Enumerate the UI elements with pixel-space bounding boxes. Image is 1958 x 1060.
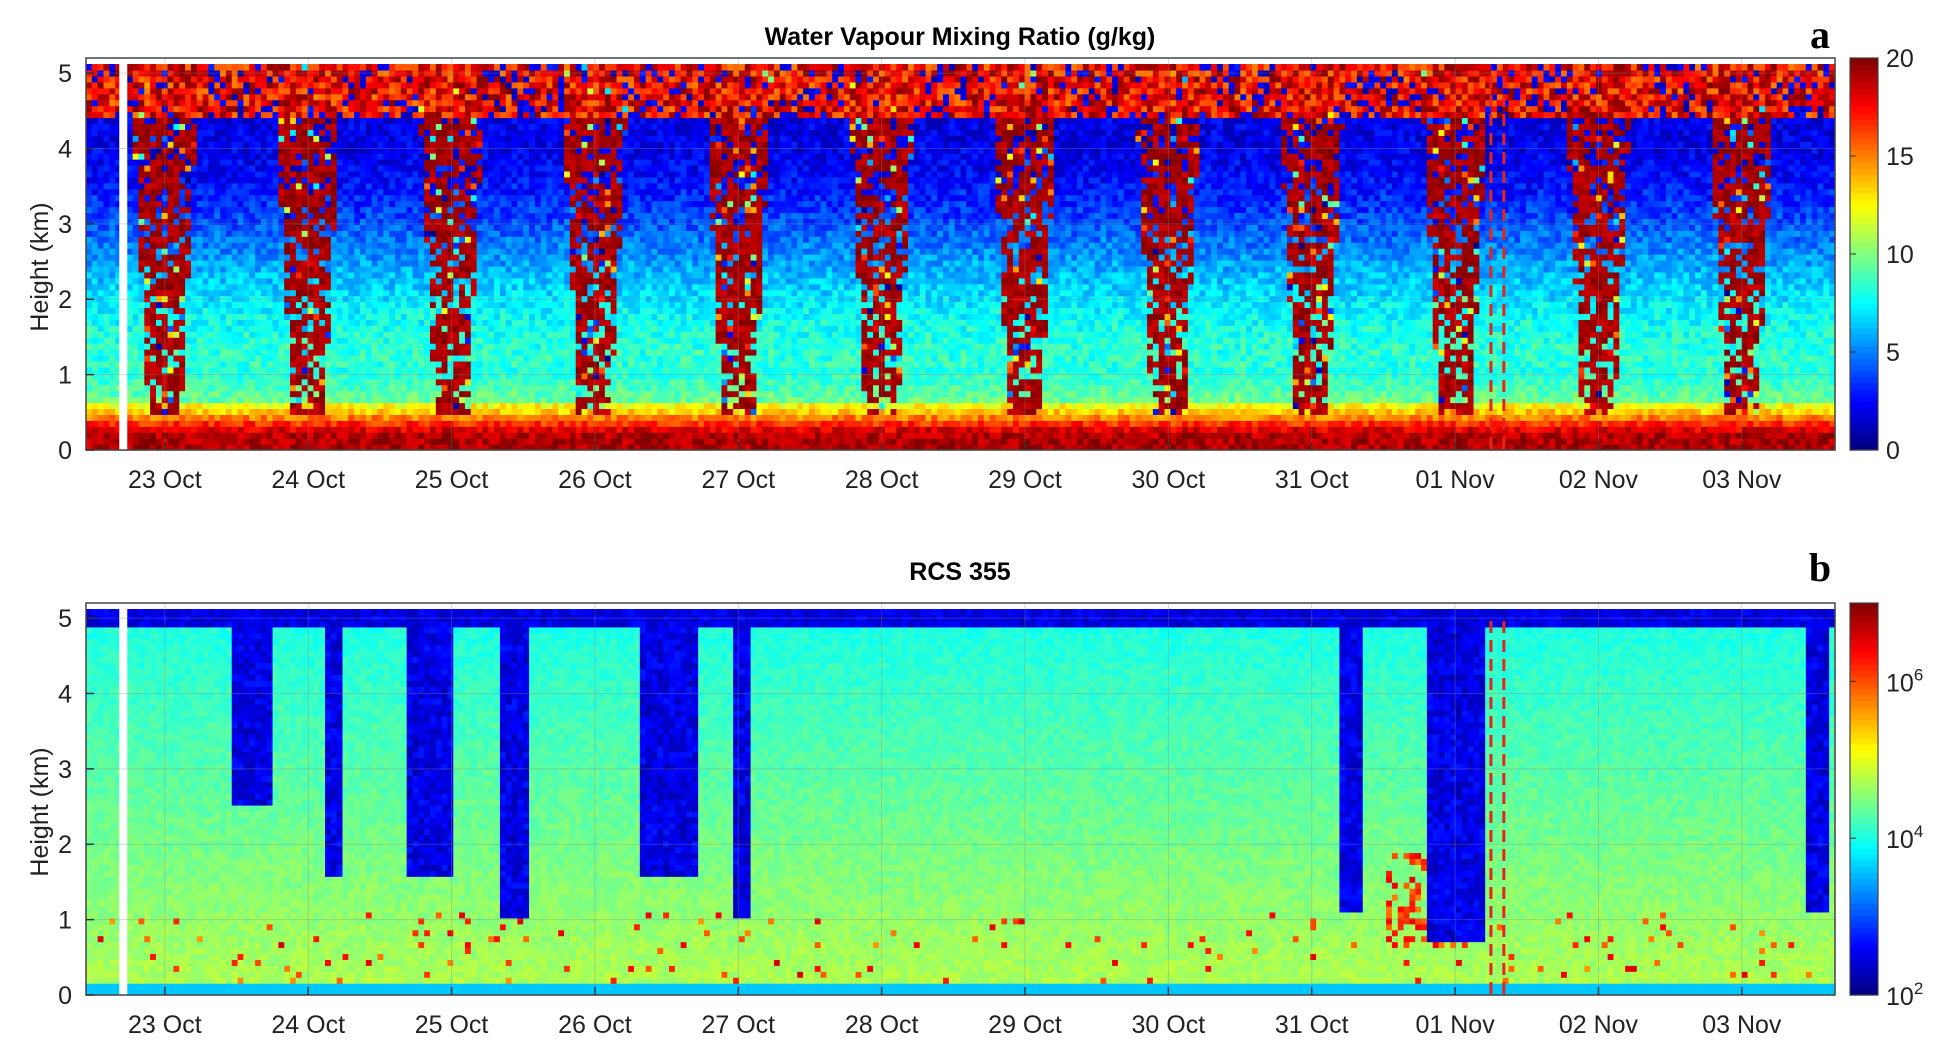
x-tick-label: 27 Oct — [701, 1011, 775, 1039]
y-tick-label: 5 — [58, 60, 72, 88]
chart-title: RCS 355 — [909, 558, 1011, 586]
x-tick-label: 25 Oct — [415, 1011, 489, 1039]
y-axis-label: Height (km) — [26, 202, 54, 331]
grid — [86, 603, 1835, 996]
y-tick-label: 3 — [58, 211, 72, 239]
plot-frame — [85, 602, 1836, 996]
x-tick-label: 27 Oct — [701, 466, 775, 494]
rcs-355-heatmap-chart: RCS 355 b Height (km) 23 Oct 24 Oct 25 Oct… — [26, 545, 1923, 1039]
x-tick-label: 02 Nov — [1559, 1011, 1639, 1039]
chart-title: Water Vapour Mixing Ratio (g/kg) — [765, 23, 1156, 51]
colorbar-frame — [1849, 602, 1879, 996]
y-tick-label: 4 — [58, 135, 72, 163]
y-axis-label: Height (km) — [26, 747, 54, 876]
panel-letter: b — [1809, 545, 1831, 590]
x-tick-label: 01 Nov — [1415, 1011, 1495, 1039]
x-tick-label: 01 Nov — [1415, 466, 1495, 494]
y-tick-label: 1 — [58, 362, 72, 390]
x-tick-label: 03 Nov — [1702, 466, 1782, 494]
x-tick-label: 24 Oct — [271, 466, 345, 494]
colorbar-tick-label: 5 — [1886, 339, 1900, 367]
x-tick-label: 29 Oct — [988, 1011, 1062, 1039]
colorbar-tick-label: 0 — [1886, 437, 1900, 465]
panel-water-vapour: Water Vapour Mixing Ratio (g/kg) a Heigh… — [0, 0, 1958, 520]
x-tick-label: 28 Oct — [845, 466, 919, 494]
data-gap — [119, 603, 128, 995]
colorbar-tick-label: 106 — [1886, 665, 1923, 697]
x-tick-label: 26 Oct — [558, 1011, 632, 1039]
y-tick-label: 0 — [58, 437, 72, 465]
y-tick-label: 2 — [58, 286, 72, 314]
x-tick-label: 02 Nov — [1559, 466, 1639, 494]
x-tick-label: 03 Nov — [1702, 1011, 1782, 1039]
y-tick-label: 1 — [58, 907, 72, 935]
x-tick-label: 23 Oct — [128, 466, 202, 494]
water-vapour-heatmap-chart: Water Vapour Mixing Ratio (g/kg) a Heigh… — [26, 12, 1914, 494]
y-tick-label: 0 — [58, 982, 72, 1010]
x-tick-label: 23 Oct — [128, 1011, 202, 1039]
heatmap-field — [86, 609, 1836, 996]
y-tick-label: 2 — [58, 831, 72, 859]
data-gap — [119, 58, 128, 450]
colorbar-tick-label: 15 — [1886, 143, 1914, 171]
x-tick-label: 25 Oct — [415, 466, 489, 494]
x-tick-label: 31 Oct — [1275, 1011, 1349, 1039]
y-tick-label: 5 — [58, 605, 72, 633]
x-tick-label: 26 Oct — [558, 466, 632, 494]
plot-frame — [85, 57, 1836, 451]
heatmap-field — [86, 64, 1836, 451]
colorbar-tick-label: 10 — [1886, 241, 1914, 269]
colorbar-tick-label: 102 — [1886, 979, 1923, 1011]
x-tick-label: 24 Oct — [271, 1011, 345, 1039]
colorbar: 102 104 106 — [1849, 602, 1923, 1011]
x-tick-label: 31 Oct — [1275, 466, 1349, 494]
panel-letter: a — [1810, 12, 1830, 57]
y-tick-label: 4 — [58, 680, 72, 708]
panel-rcs-355: RCS 355 b Height (km) 23 Oct 24 Oct 25 Oct… — [0, 545, 1958, 1060]
colorbar: 0 5 10 15 20 — [1849, 45, 1914, 465]
x-tick-label: 30 Oct — [1132, 466, 1206, 494]
y-tick-label: 3 — [58, 756, 72, 784]
colorbar-tick-label: 104 — [1886, 822, 1923, 854]
x-tick-label: 29 Oct — [988, 466, 1062, 494]
x-tick-label: 30 Oct — [1132, 1011, 1206, 1039]
x-tick-label: 28 Oct — [845, 1011, 919, 1039]
colorbar-tick-label: 20 — [1886, 45, 1914, 73]
